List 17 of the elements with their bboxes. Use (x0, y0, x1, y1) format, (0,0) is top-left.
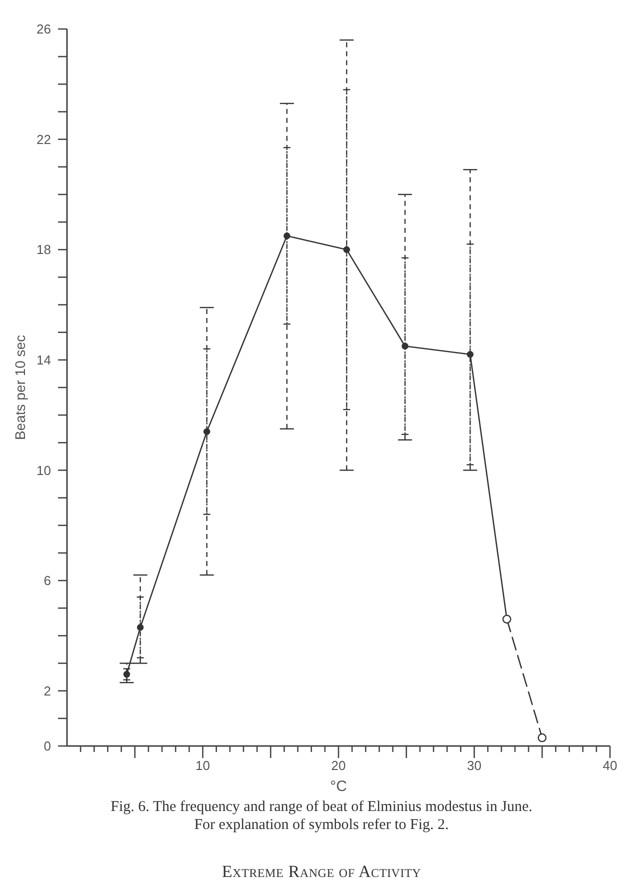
x-tick-label: 10 (196, 758, 210, 774)
text: Extreme Range of Activity (220, 862, 422, 882)
x-tick-label: 30 (467, 758, 482, 774)
y-tick-label: 2 (44, 683, 51, 698)
x-tick-label: 20 (331, 758, 346, 774)
y-axis-title: Beats per 10 sec (12, 334, 28, 440)
y-tick-label: 0 (44, 738, 51, 754)
x-tick-label: 40 (602, 758, 618, 774)
y-tick-label: 10 (36, 462, 51, 478)
text: For explanation of symbols refer to Fig. 2. (193, 816, 450, 834)
y-tick-label: 18 (36, 242, 51, 258)
y-tick-label: 22 (36, 132, 51, 147)
y-tick-label: 6 (44, 573, 51, 588)
caption: Fig. 6. The frequency and range of beat of Elminius modestus in June. (110, 798, 534, 816)
y-tick-label: 14 (36, 352, 51, 368)
y-tick-label: 26 (36, 22, 51, 37)
x-axis-title: °C (330, 778, 348, 794)
